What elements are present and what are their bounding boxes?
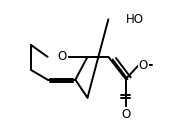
Text: O: O xyxy=(58,50,67,63)
Text: HO: HO xyxy=(126,13,144,26)
Text: O: O xyxy=(121,108,130,121)
Text: O: O xyxy=(139,59,148,72)
